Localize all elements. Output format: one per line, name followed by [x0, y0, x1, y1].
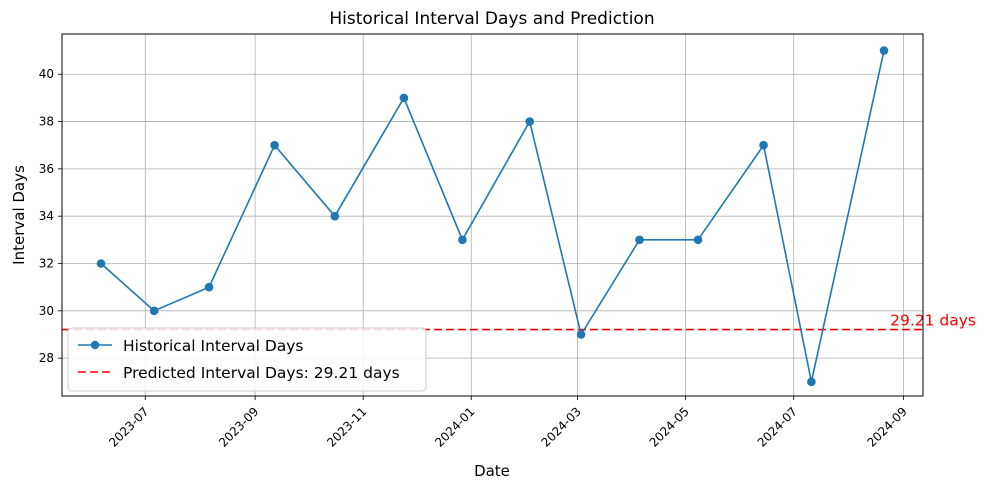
data-point [635, 235, 644, 245]
data-point [759, 140, 768, 150]
data-point [270, 140, 279, 150]
data-point [879, 46, 889, 55]
chart-title: Historical Interval Days and Prediction [329, 9, 654, 29]
plot-frame [61, 33, 924, 397]
legend-label-historical: Historical Interval Days [123, 337, 304, 355]
data-point [525, 117, 535, 126]
legend-label-predicted: Predicted Interval Days: 29.21 days [123, 364, 400, 382]
y-tick-label: 36 [39, 162, 54, 176]
data-point [149, 306, 159, 316]
y-tick-label: 34 [39, 209, 54, 223]
data-point [399, 93, 409, 103]
data-point [807, 377, 816, 387]
y-tick-label: 40 [39, 67, 54, 81]
data-point [330, 211, 340, 221]
series-line [100, 50, 885, 382]
predicted-value-annotation: 29.21 days [890, 312, 976, 330]
legend: Historical Interval Days Predicted Inter… [67, 327, 427, 392]
y-tick-label: 38 [39, 115, 54, 129]
data-point [576, 330, 586, 339]
data-point [96, 259, 106, 268]
series-group [96, 46, 889, 387]
y-axis-label: Interval Days [10, 165, 28, 265]
y-tick-label: 28 [39, 351, 54, 365]
x-axis-label: Date [474, 462, 510, 480]
y-tick-label: 30 [39, 304, 54, 318]
legend-series-marker-sample [90, 340, 100, 350]
data-point [693, 235, 703, 245]
y-tick-label: 32 [39, 257, 54, 271]
legend-box [67, 327, 427, 392]
y-axis-ticks: 28 30 32 34 36 38 40 [39, 67, 62, 365]
data-point [204, 282, 214, 292]
data-point [458, 235, 467, 245]
reference-line-group: 29.21 days [62, 312, 976, 331]
